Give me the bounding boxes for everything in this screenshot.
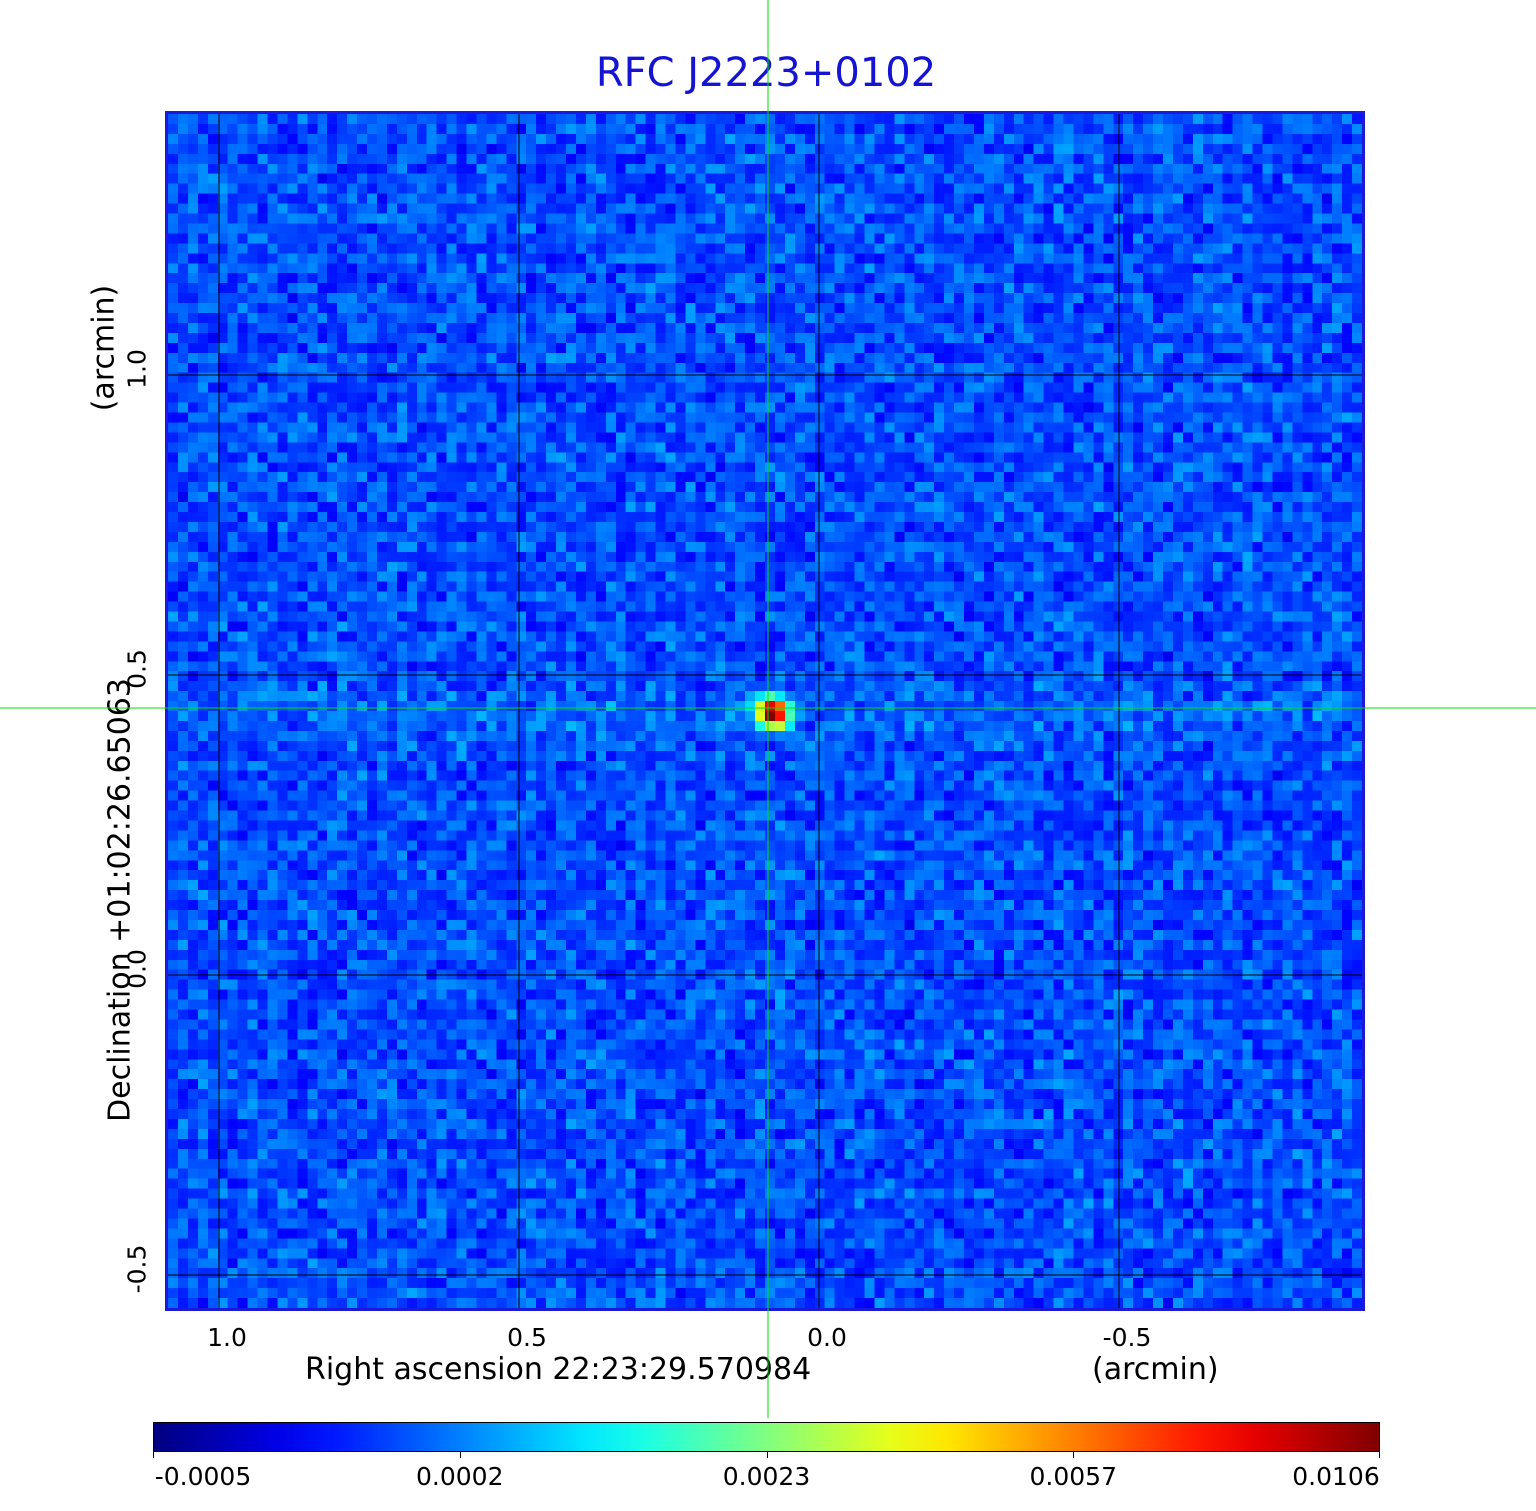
chart-title: RFC J2223+0102 <box>595 50 937 96</box>
y-tick-label: 1.0 <box>122 349 152 389</box>
heatmap-image <box>168 114 1362 1308</box>
colorbar-tick-mark <box>1379 1452 1380 1458</box>
x-tick-label: -0.5 <box>1102 1323 1152 1352</box>
colorbar <box>153 1422 1380 1452</box>
grid-lines <box>168 114 1362 1308</box>
colorbar-tick-mark <box>459 1452 461 1458</box>
y-tick-label: -0.5 <box>122 1244 152 1294</box>
colorbar-tick-mark <box>1073 1452 1075 1458</box>
y-axis-unit: (arcmin) <box>86 284 122 412</box>
colorbar-tick-label: 0.0023 <box>722 1462 811 1491</box>
x-tick-label: 0.0 <box>807 1323 847 1352</box>
x-axis-label: Right ascension 22:23:29.570984 <box>305 1352 812 1387</box>
colorbar-tick-mark <box>153 1452 154 1458</box>
plot-area <box>165 111 1365 1311</box>
x-tick-label: 0.5 <box>507 1323 547 1352</box>
colorbar-tick-label: 0.0106 <box>1292 1462 1380 1491</box>
colorbar-tick-label: -0.0005 <box>154 1462 252 1491</box>
x-axis-unit: (arcmin) <box>1092 1352 1219 1387</box>
colorbar-tick-label: 0.0002 <box>416 1462 504 1491</box>
colorbar-tick-label: 0.0057 <box>1029 1462 1117 1491</box>
y-axis-label: Declination +01:02:26.65063 <box>102 678 138 1122</box>
colorbar-tick-mark <box>766 1452 768 1458</box>
x-tick-label: 1.0 <box>207 1323 247 1352</box>
